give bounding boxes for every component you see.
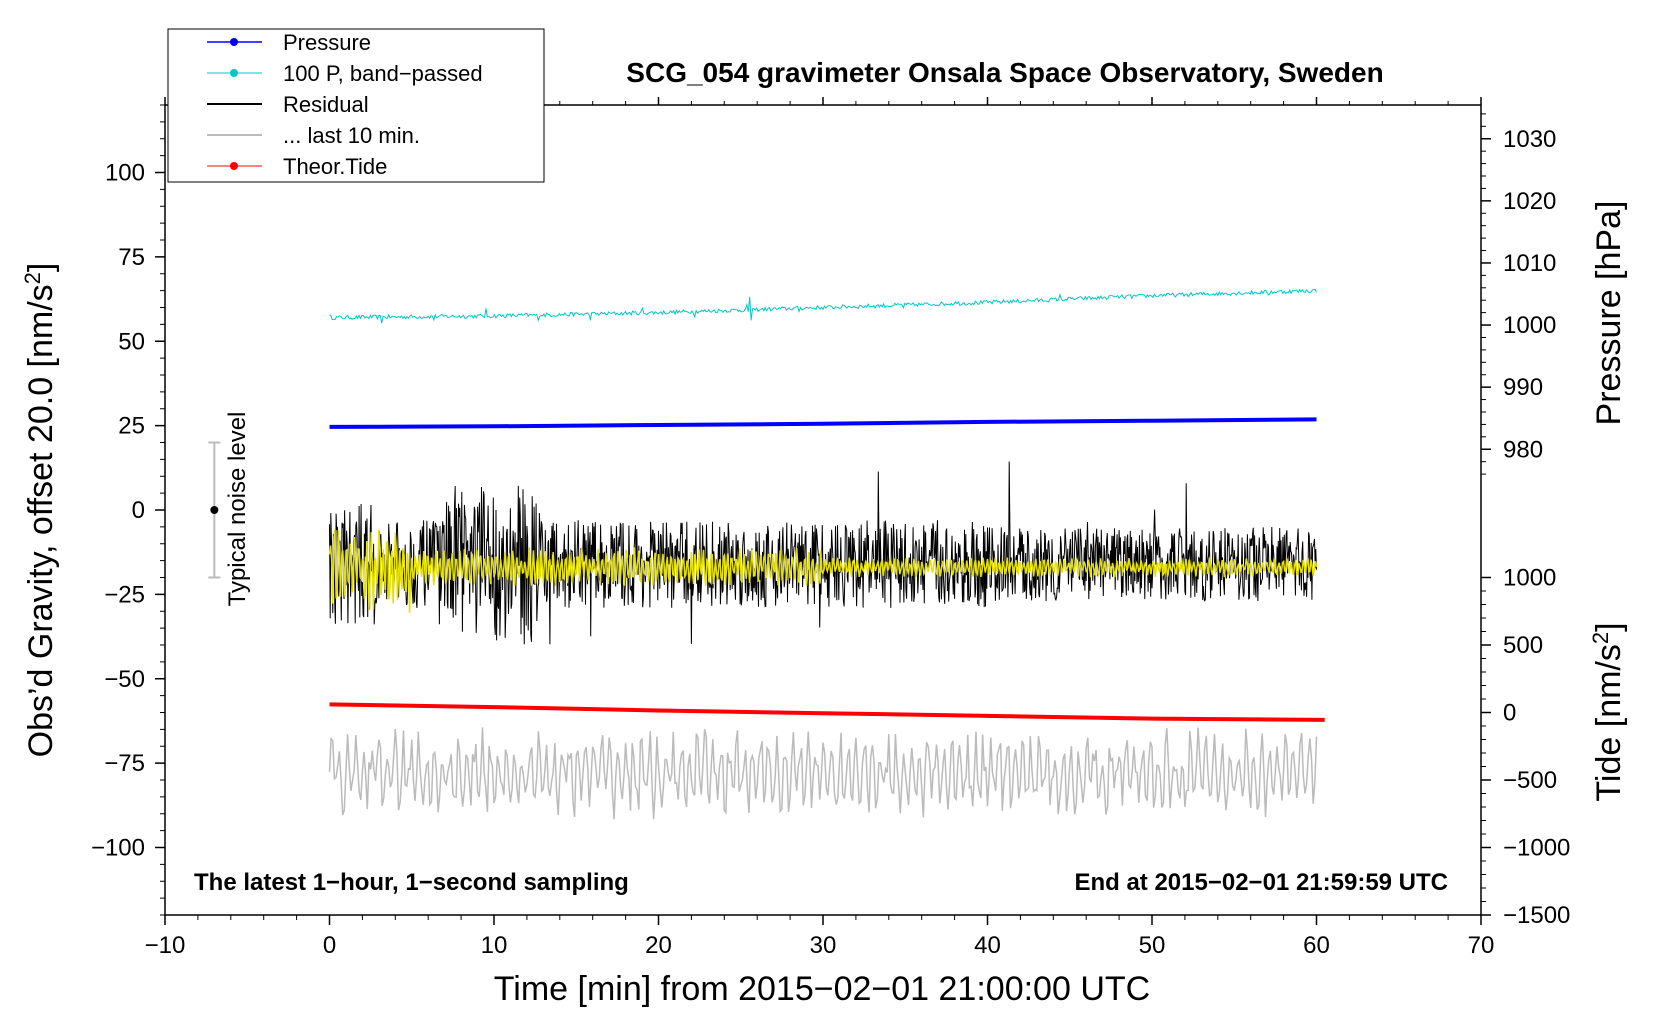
pressure-tick-label: 1030: [1503, 126, 1556, 153]
series-layer: [328, 288, 1325, 820]
x-tick-label: 60: [1303, 932, 1330, 959]
legend: Pressure 100 P, band−passed Residual ... la…: [167, 28, 545, 183]
y-tick-label: −25: [104, 581, 145, 608]
y-tick-label: 25: [118, 413, 145, 440]
legend-label-1: 100 P, band−passed: [283, 61, 483, 86]
end-time-note: End at 2015−02−01 21:59:59 UTC: [1074, 869, 1448, 896]
y-tick-label: 0: [132, 497, 145, 524]
y-tick-label: 100: [105, 160, 145, 187]
x-tick-label: 20: [645, 932, 672, 959]
tide-axis-label-close: ]: [1590, 622, 1628, 631]
x-tick-label: 0: [323, 932, 336, 959]
pressure-axis-ticks: 1030 1020 1010 1000 990 980: [1481, 113, 1556, 475]
tide-tick-label: 1000: [1503, 565, 1556, 592]
noise-level-label: Typical noise level: [224, 412, 251, 607]
pressure-tick-label: 990: [1503, 374, 1543, 401]
legend-label-4: Theor.Tide: [283, 154, 387, 179]
y-axis-ticks: 100 75 50 25 0 −25 −50 −75 −100: [91, 104, 165, 916]
legend-marker-0: [230, 38, 238, 46]
tide-tick-label: −500: [1503, 767, 1557, 794]
y-axis-label: Obs’d Gravity, offset 20.0 [nm/s2]: [20, 263, 60, 758]
legend-box: [167, 28, 545, 183]
series-last-10-min-line: [328, 727, 1318, 820]
pressure-tick-label: 1000: [1503, 312, 1556, 339]
x-tick-label: 10: [481, 932, 508, 959]
legend-label-3: ... last 10 min.: [283, 123, 420, 148]
series-residual-line: [329, 461, 1317, 645]
y-axis-label-main: Obs’d Gravity, offset 20.0 [nm/s: [22, 284, 60, 757]
pressure-tick-label: 1010: [1503, 250, 1556, 277]
x-tick-label: −10: [145, 932, 186, 959]
noise-level-indicator: [208, 441, 221, 579]
tide-tick-label: −1500: [1503, 902, 1570, 929]
x-tick-label: 40: [974, 932, 1001, 959]
tide-tick-label: 0: [1503, 700, 1516, 727]
tide-axis-label-sup: 2: [1588, 632, 1613, 644]
legend-label-2: Residual: [283, 92, 369, 117]
noise-bar-center-dot: [210, 506, 219, 514]
y-tick-label: 50: [118, 328, 145, 355]
legend-marker-1: [230, 69, 238, 77]
tide-tick-label: −1000: [1503, 835, 1570, 862]
pressure-tick-label: 1020: [1503, 188, 1556, 215]
series-pressure-line: [329, 417, 1317, 429]
sampling-note: The latest 1−hour, 1−second sampling: [194, 869, 629, 896]
x-tick-label: 50: [1139, 932, 1166, 959]
y-axis-label-close: ]: [22, 263, 60, 272]
pressure-axis-label: Pressure [hPa]: [1590, 201, 1628, 426]
y-tick-label: 75: [118, 244, 145, 271]
legend-marker-4: [230, 162, 238, 170]
legend-label-0: Pressure: [283, 30, 371, 55]
y-tick-label: −75: [104, 750, 145, 777]
series-bandpassed-pressure-line: [329, 288, 1317, 324]
y-tick-label: −50: [104, 666, 145, 693]
x-tick-label: 30: [810, 932, 837, 959]
x-axis-label: Time [min] from 2015−02−01 21:00:00 UTC: [494, 970, 1150, 1008]
series-theoretical-tide-line: [329, 702, 1325, 722]
x-tick-label: 70: [1468, 932, 1495, 959]
series-filtered-residual-line: [328, 529, 1318, 613]
tide-axis-label: Tide [nm/s2]: [1588, 622, 1628, 801]
x-axis-ticks: −10 0 10 20 30 40 50 60 70: [145, 97, 1495, 959]
tide-axis-ticks: 1000 500 0 −500 −1000 −1500: [1481, 565, 1570, 929]
pressure-tick-label: 980: [1503, 436, 1543, 463]
y-axis-label-sup: 2: [20, 272, 45, 284]
tide-axis-label-main: Tide [nm/s: [1590, 644, 1628, 801]
tide-tick-label: 500: [1503, 632, 1543, 659]
chart-title: SCG_054 gravimeter Onsala Space Observat…: [626, 57, 1383, 88]
y-tick-label: −100: [91, 835, 145, 862]
